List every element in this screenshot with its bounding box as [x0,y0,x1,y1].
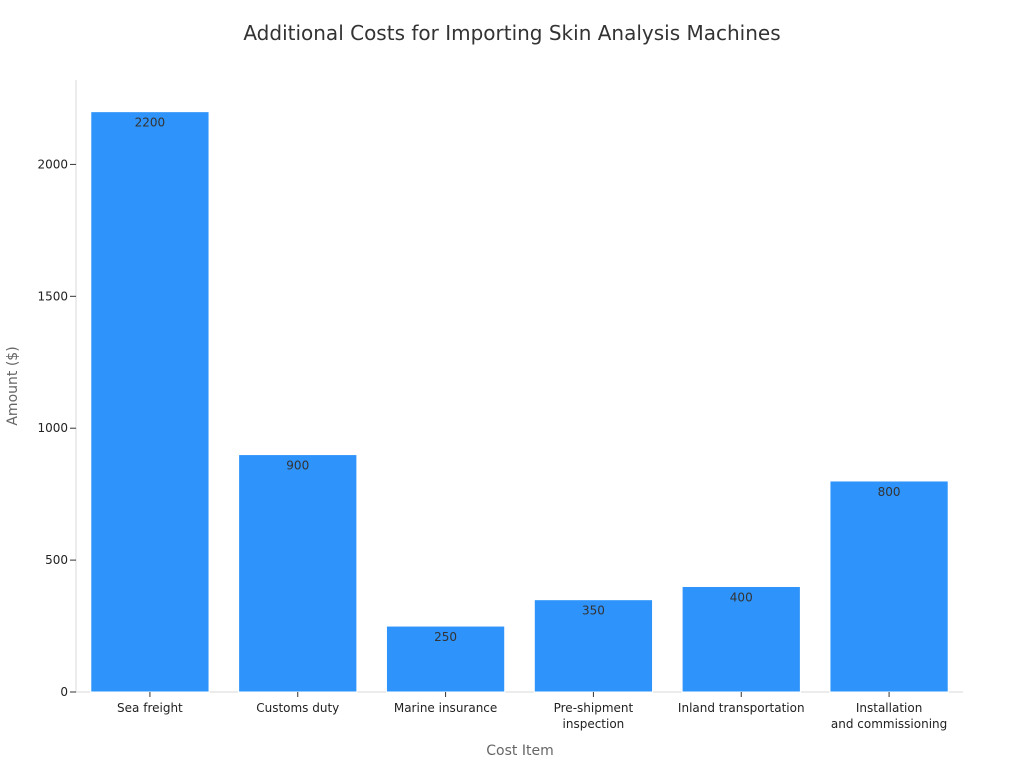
bar [385,625,506,693]
data-label: 800 [878,485,901,499]
x-tick-label: Sea freight [117,701,183,715]
data-label: 2200 [135,116,166,130]
data-label: 350 [582,604,605,618]
data-label: 400 [730,590,753,604]
bar [90,111,210,693]
x-tick-label: Customs duty [256,701,339,715]
x-tick-label-line: and commissioning [831,717,947,731]
x-tick-label: Inland transportation [678,701,805,715]
x-tick-label: Pre-shipment inspection [554,701,634,731]
chart-title: Additional Costs for Importing Skin Anal… [243,21,780,45]
x-tick-label-line: Inland transportation [678,701,805,715]
data-label: 250 [434,630,457,644]
x-tick-label-line: Customs duty [256,701,339,715]
y-tick-label: 1000 [37,421,68,435]
x-tick-label-line: Marine insurance [394,701,497,715]
y-tick-label: 2000 [37,157,68,171]
x-tick-label-line: inspection [563,717,625,731]
y-tick-label: 0 [60,685,68,699]
x-tick-label: Marine insurance [394,701,497,715]
bar [829,480,949,693]
y-tick-label: 500 [45,553,68,567]
x-tick-label-line: Installation [856,701,922,715]
bar [533,599,654,693]
plot-area: 0 500 1000 1500 2000 2200 Sea freight 900 Custom… [37,80,963,731]
x-tick-label: Installation and commissioning [831,701,947,731]
x-tick-label-line: Pre-shipment [554,701,634,715]
y-axis-label: Amount ($) [5,346,21,425]
bar [238,454,358,693]
x-tick-label-line: Sea freight [117,701,183,715]
data-label: 900 [286,459,309,473]
x-axis-label: Cost Item [486,743,553,759]
bar [681,585,801,693]
y-tick-label: 1500 [37,289,68,303]
